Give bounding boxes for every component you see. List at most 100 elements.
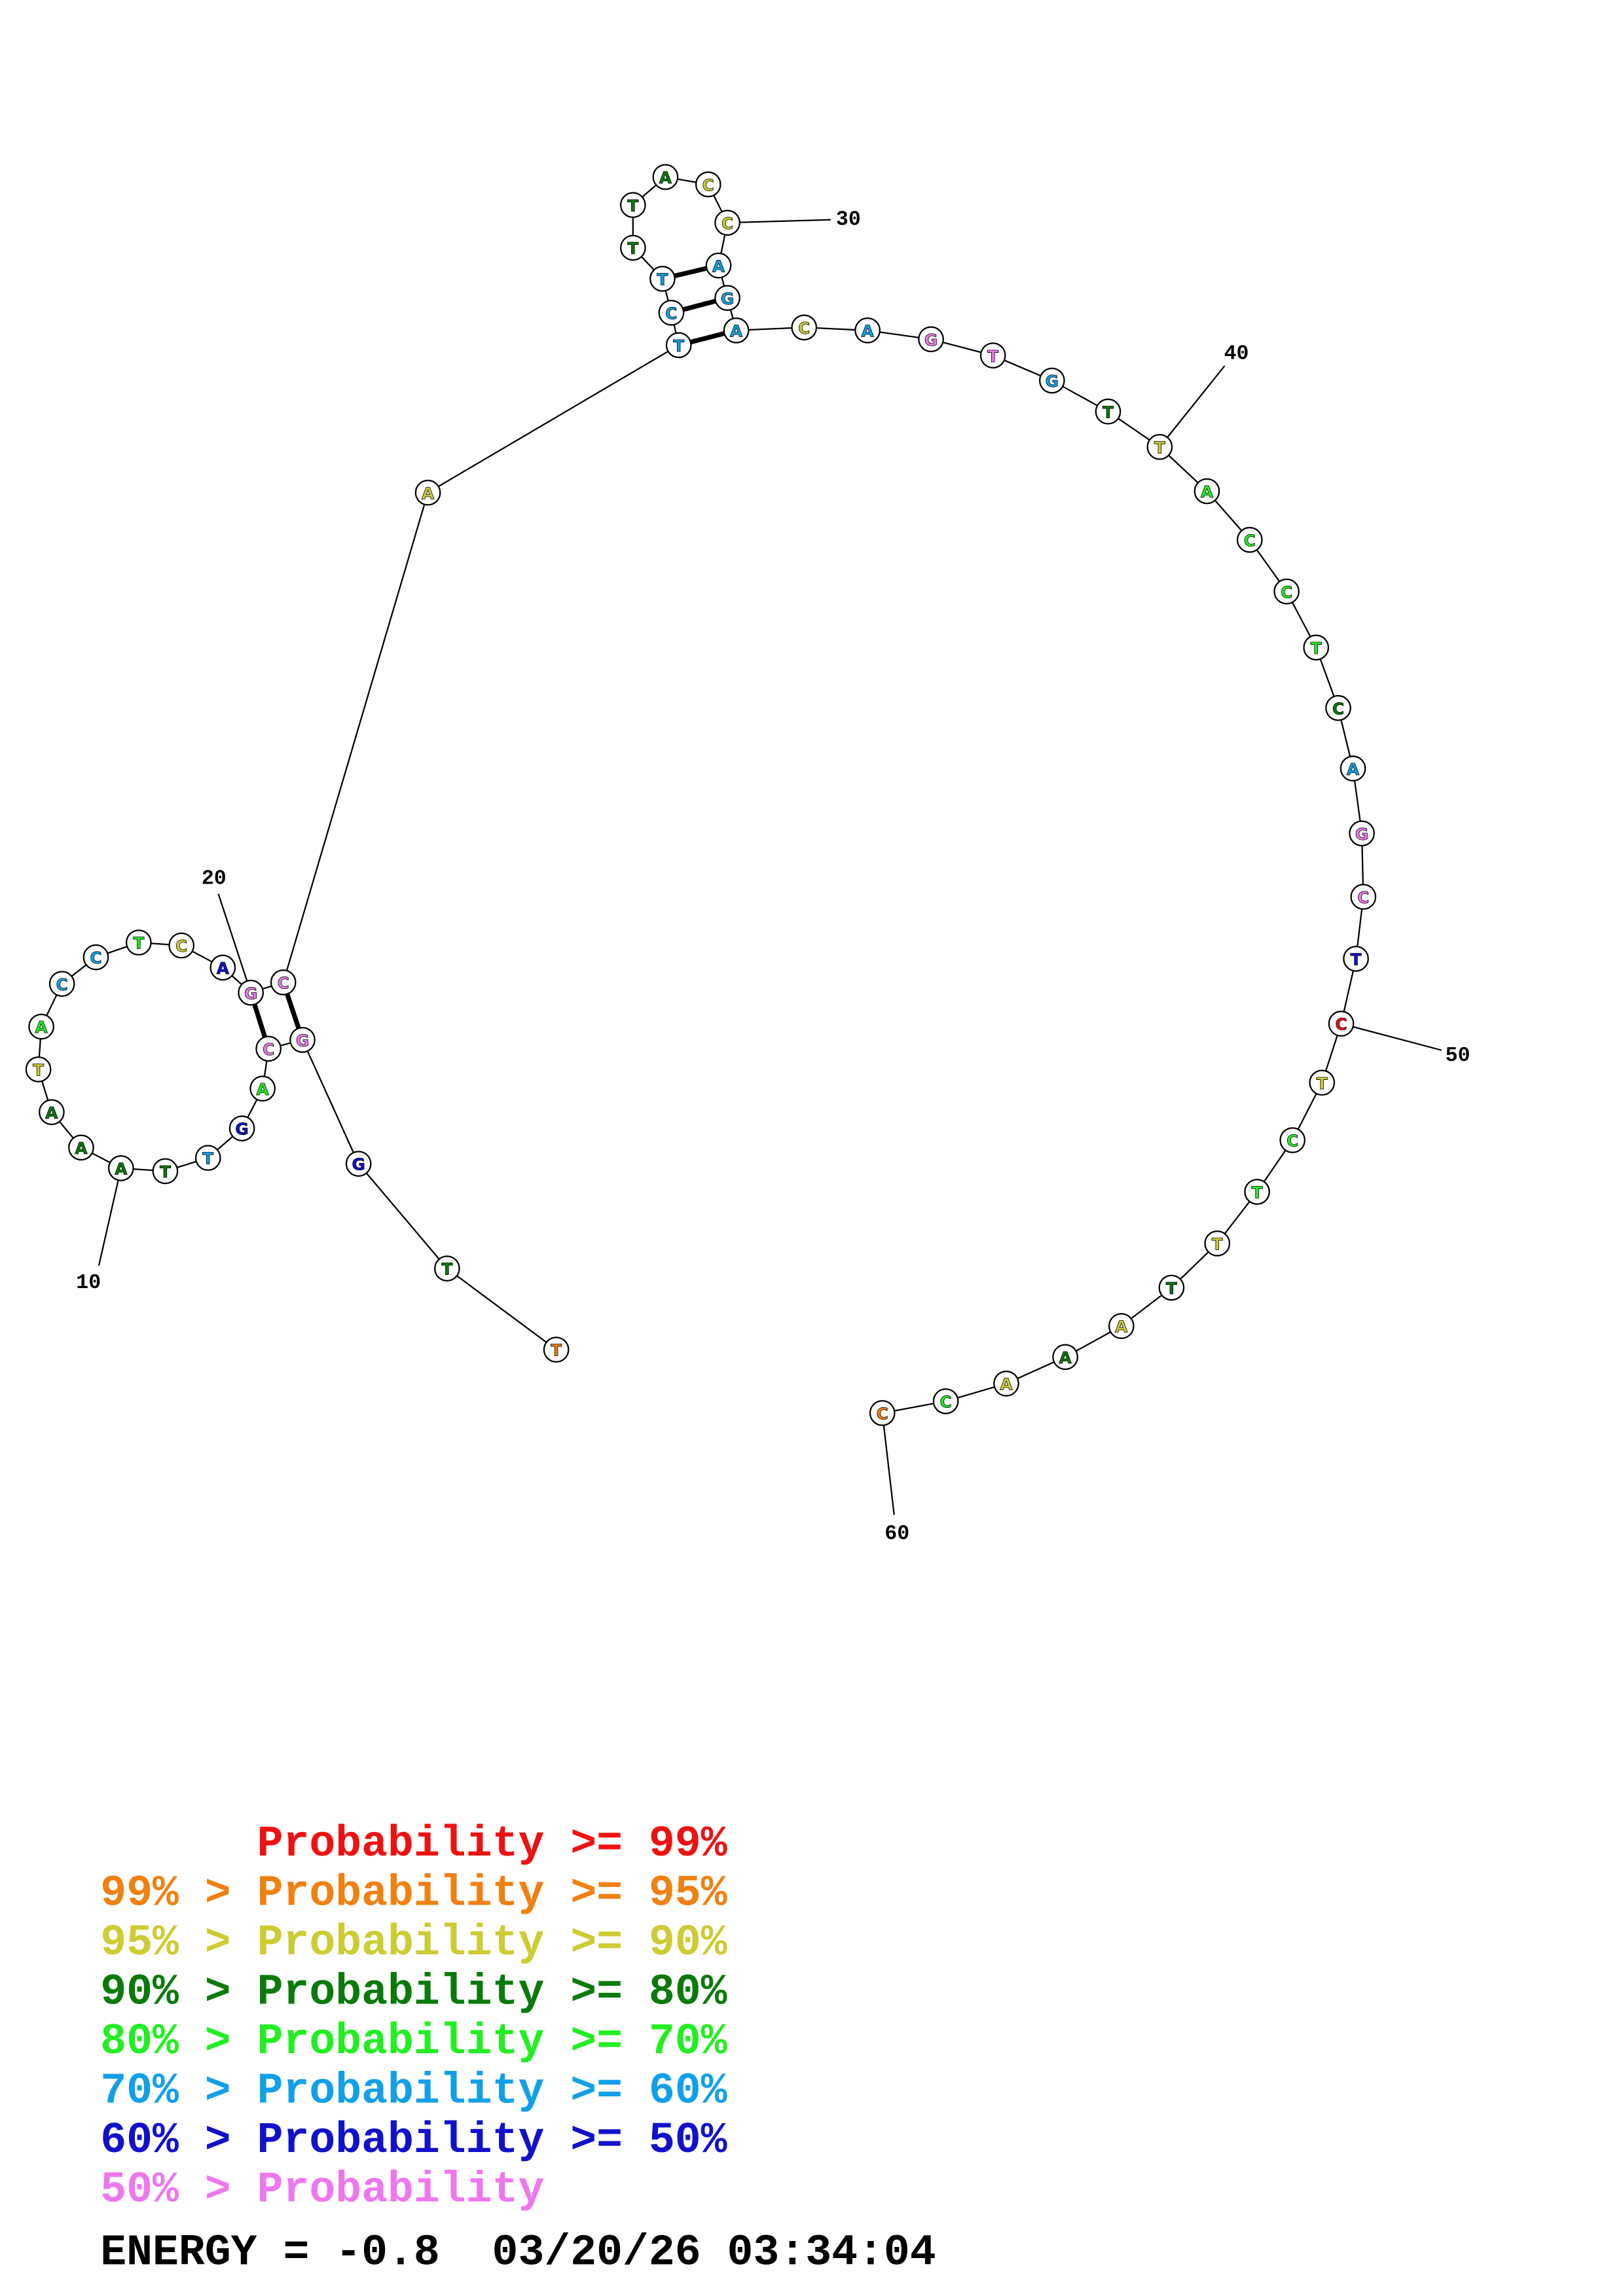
nucleotide-base: C: [1244, 531, 1256, 550]
nucleotide: A: [652, 164, 679, 190]
position-label: 30: [836, 208, 861, 231]
nucleotide: C: [255, 1035, 282, 1062]
nucleotide: C: [1325, 694, 1351, 721]
nucleotide-base: C: [702, 175, 714, 194]
nucleotide: T: [665, 332, 692, 359]
nucleotide-base: A: [1347, 760, 1360, 779]
position-label: 40: [1224, 342, 1249, 365]
nucleotide-base: A: [1059, 1348, 1072, 1367]
nucleotide: A: [1108, 1313, 1135, 1339]
nucleotide-base: C: [665, 304, 677, 323]
nucleotide-circle: [723, 317, 750, 344]
nucleotide-circle: [1039, 367, 1065, 394]
nucleotide-circle: [25, 1056, 52, 1083]
energy-line: ENERGY = -0.8 03/20/26 03:34:04: [100, 2228, 936, 2277]
nucleotide: G: [345, 1151, 372, 1177]
nucleotide: T: [194, 1145, 221, 1171]
nucleotide-circle: [619, 192, 646, 219]
nucleotide: A: [39, 1099, 65, 1126]
nucleotide-circle: [543, 1336, 570, 1363]
legend-entry: 95% > Probability >= 90%: [100, 1918, 727, 1967]
nucleotide-circle: [1350, 884, 1377, 910]
nucleotide: A: [68, 1134, 94, 1161]
nucleotide: G: [1039, 367, 1065, 394]
nucleotide-circle: [993, 1371, 1019, 1397]
nucleotide-base: A: [422, 484, 435, 503]
nucleotide: A: [723, 317, 750, 344]
nucleotide: T: [1343, 946, 1369, 972]
nucleotide-circle: [665, 332, 692, 359]
nucleotide-base: T: [1252, 1183, 1263, 1202]
nucleotide-circle: [1325, 694, 1351, 721]
nucleotide: C: [714, 209, 740, 236]
nucleotide-base: A: [45, 1103, 58, 1122]
nucleotide-base: C: [1286, 1132, 1298, 1151]
nucleotide-base: C: [1281, 583, 1292, 601]
nucleotide-circle: [1303, 634, 1330, 661]
legend-entry: 99% > Probability >= 95%: [100, 1869, 727, 1918]
backbone: [357, 1163, 448, 1269]
nucleotide-circle: [255, 1035, 282, 1062]
nucleotide-circle: [39, 1099, 65, 1126]
nucleotide-circle: [658, 299, 685, 326]
nucleotide-circle: [791, 314, 818, 341]
nucleotide-circle: [82, 944, 109, 971]
nucleotide: A: [705, 252, 732, 279]
nucleotide-circle: [194, 1145, 221, 1171]
nucleotide-base: C: [278, 974, 289, 993]
nucleotide-base: T: [657, 270, 668, 289]
nucleotide: G: [228, 1115, 255, 1141]
nucleotide-circle: [1204, 1230, 1231, 1257]
nucleotide: T: [619, 192, 646, 219]
nucleotide: C: [869, 1400, 896, 1426]
nucleotide-base: T: [1351, 950, 1362, 969]
nucleotide-base: G: [352, 1155, 365, 1174]
nucleotide-circle: [649, 266, 676, 292]
nucleotide-base: G: [244, 984, 257, 1003]
nucleotide: T: [1158, 1274, 1185, 1301]
nucleotide: T: [126, 929, 152, 956]
nucleotide-base: T: [1154, 438, 1165, 457]
nucleotide-base: C: [798, 319, 810, 338]
nucleotide: A: [1194, 478, 1220, 505]
nucleotide-circle: [652, 164, 679, 190]
nucleotide: A: [993, 1371, 1019, 1397]
nucleotide-circle: [68, 1134, 94, 1161]
nucleotide-circle: [126, 929, 152, 956]
nucleotide: T: [649, 266, 676, 292]
backbone: [447, 1268, 557, 1350]
nucleotide: T: [434, 1255, 460, 1282]
nucleotide: C: [1350, 884, 1377, 910]
nucleotide: G: [289, 1026, 316, 1053]
nucleotide: T: [979, 342, 1006, 368]
nucleotide-circle: [1194, 478, 1220, 505]
nucleotide-base: G: [924, 331, 938, 350]
nucleotide-base: A: [1000, 1375, 1013, 1394]
nucleotide-circle: [979, 342, 1006, 368]
nucleotide: T: [1095, 398, 1122, 425]
position-tick: [881, 1412, 895, 1515]
nucleotide: A: [414, 479, 441, 506]
nucleotide-base: G: [1046, 372, 1059, 391]
nucleotide-base: A: [257, 1080, 270, 1099]
nucleotide-circle: [249, 1075, 276, 1102]
nucleotide: T: [1204, 1230, 1231, 1257]
nucleotide-circle: [1349, 820, 1375, 847]
nucleotide: T: [619, 234, 646, 261]
nucleotide-base: T: [133, 934, 144, 953]
nucleotide-circle: [1328, 1011, 1355, 1037]
nucleotide-circle: [48, 971, 75, 997]
nucleotide-base: C: [877, 1405, 888, 1424]
nucleotide: T: [152, 1158, 179, 1185]
nucleotide: G: [1349, 820, 1375, 847]
nucleotide-base: T: [1103, 403, 1114, 422]
nucleotide: A: [210, 954, 236, 981]
nucleotide-circle: [869, 1400, 896, 1426]
nucleotide: A: [1340, 755, 1366, 781]
nucleotide-base: A: [115, 1160, 128, 1179]
nucleotide: T: [1146, 434, 1173, 460]
nucleotide-base: A: [35, 1018, 48, 1037]
nucleotide-base: A: [217, 959, 230, 978]
nucleotide-base: T: [673, 336, 684, 355]
nucleotide-base: T: [441, 1260, 452, 1279]
